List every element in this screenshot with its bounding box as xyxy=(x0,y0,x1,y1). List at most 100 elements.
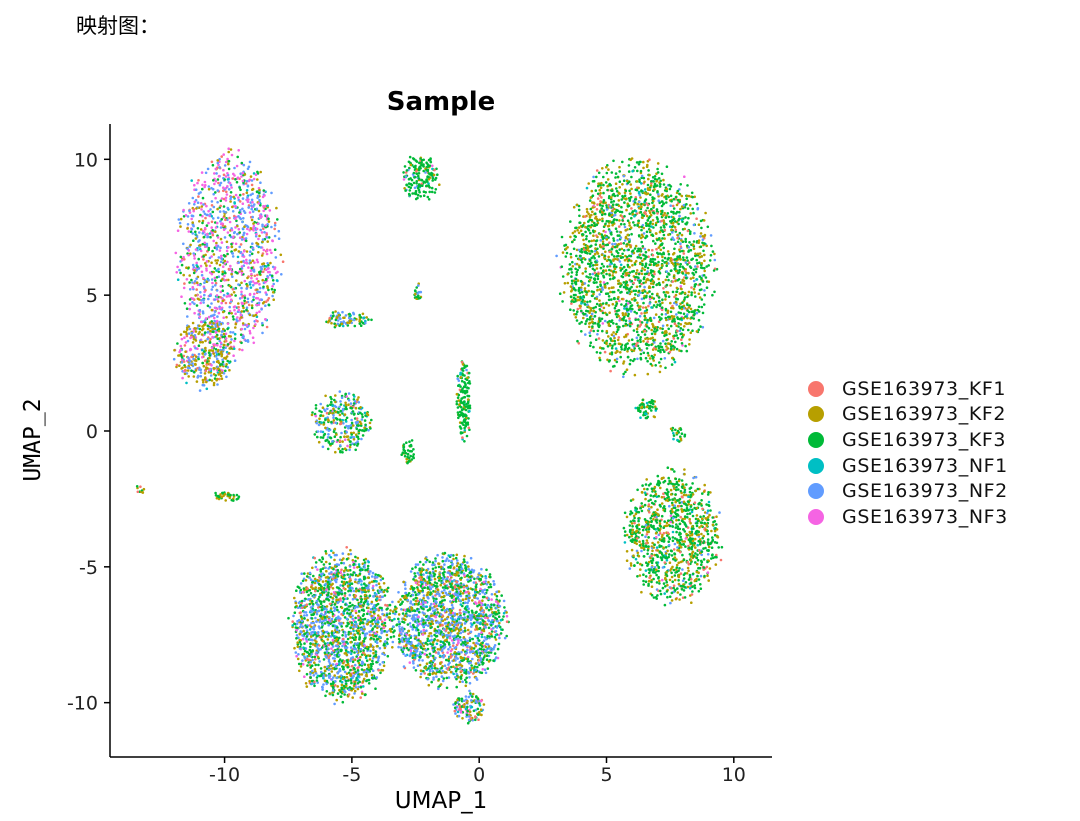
scatter-point xyxy=(561,251,565,254)
scatter-point xyxy=(634,293,637,296)
scatter-point xyxy=(605,272,608,276)
scatter-point xyxy=(653,485,657,489)
scatter-point xyxy=(635,188,639,192)
scatter-point xyxy=(255,277,259,281)
scatter-point xyxy=(215,241,218,245)
scatter-point xyxy=(221,278,224,281)
scatter-point xyxy=(215,248,219,251)
scatter-point xyxy=(606,265,609,268)
scatter-point xyxy=(226,185,229,188)
scatter-point xyxy=(570,290,573,293)
scatter-point xyxy=(612,290,616,294)
scatter-point xyxy=(191,281,194,284)
scatter-point xyxy=(194,330,198,333)
scatter-point xyxy=(575,203,579,207)
scatter-point xyxy=(426,195,430,199)
scatter-point xyxy=(672,584,676,587)
scatter-point xyxy=(631,169,634,173)
scatter-point xyxy=(176,278,180,282)
scatter-point xyxy=(242,163,246,167)
scatter-point xyxy=(260,254,264,257)
scatter-point xyxy=(255,303,258,307)
scatter-point xyxy=(420,158,424,162)
scatter-point xyxy=(610,253,614,256)
scatter-point xyxy=(210,288,214,291)
scatter-point xyxy=(710,529,713,533)
scatter-point xyxy=(572,309,575,312)
scatter-point xyxy=(250,183,254,187)
scatter-point xyxy=(233,214,236,218)
scatter-point xyxy=(671,253,675,256)
scatter-point xyxy=(702,547,705,550)
scatter-point xyxy=(646,552,649,556)
scatter-point xyxy=(220,301,223,305)
scatter-point xyxy=(241,253,245,257)
scatter-point xyxy=(588,344,592,348)
scatter-point xyxy=(623,304,626,308)
scatter-point xyxy=(627,248,630,252)
scatter-point xyxy=(678,192,681,196)
scatter-point xyxy=(619,269,623,272)
scatter-point xyxy=(633,166,637,169)
scatter-point xyxy=(198,243,202,247)
scatter-point xyxy=(690,547,693,551)
scatter-point xyxy=(402,178,406,181)
scatter-point xyxy=(252,222,255,225)
scatter-point xyxy=(270,251,273,255)
scatter-point xyxy=(606,243,610,247)
scatter-point xyxy=(682,282,686,286)
scatter-point xyxy=(558,292,562,296)
scatter-point xyxy=(185,334,189,338)
scatter-point xyxy=(665,165,669,168)
scatter-point xyxy=(584,230,587,234)
scatter-point xyxy=(216,236,220,239)
scatter-point xyxy=(215,269,218,272)
scatter-point xyxy=(675,538,679,541)
scatter-point xyxy=(219,181,223,185)
scatter-point xyxy=(674,293,678,297)
scatter-point xyxy=(219,237,223,241)
scatter-point xyxy=(645,278,648,282)
scatter-point xyxy=(199,264,203,268)
scatter-point xyxy=(640,225,643,229)
scatter-point xyxy=(594,243,598,246)
scatter-point xyxy=(601,322,605,325)
scatter-point xyxy=(605,313,608,316)
scatter-point xyxy=(648,511,651,514)
scatter-point xyxy=(643,290,647,293)
scatter-point xyxy=(639,336,642,339)
scatter-point xyxy=(665,521,669,525)
scatter-point xyxy=(247,204,251,207)
scatter-point xyxy=(625,286,629,290)
scatter-point xyxy=(252,314,255,318)
scatter-point xyxy=(577,298,581,302)
scatter-point xyxy=(270,225,273,229)
scatter-point xyxy=(605,238,609,241)
scatter-point xyxy=(433,191,437,194)
scatter-point xyxy=(665,264,668,268)
scatter-point xyxy=(673,574,677,577)
scatter-point xyxy=(224,339,228,343)
scatter-point xyxy=(238,186,241,189)
scatter-point xyxy=(615,255,619,258)
scatter-point xyxy=(183,344,187,347)
scatter-point xyxy=(684,545,687,548)
scatter-point xyxy=(244,239,248,243)
scatter-point xyxy=(233,166,236,170)
scatter-point xyxy=(684,216,687,219)
chart-title: Sample xyxy=(387,87,496,117)
scatter-point xyxy=(682,500,686,504)
scatter-point xyxy=(625,280,629,284)
scatter-point xyxy=(660,253,663,256)
scatter-point xyxy=(652,569,655,572)
scatter-point xyxy=(407,177,411,181)
scatter-point xyxy=(656,549,660,552)
scatter-point xyxy=(664,342,667,346)
scatter-point xyxy=(426,169,430,172)
scatter-point xyxy=(193,269,196,272)
scatter-point xyxy=(675,566,679,569)
scatter-point xyxy=(609,184,612,187)
scatter-point xyxy=(179,353,183,356)
scatter-point xyxy=(186,369,190,372)
